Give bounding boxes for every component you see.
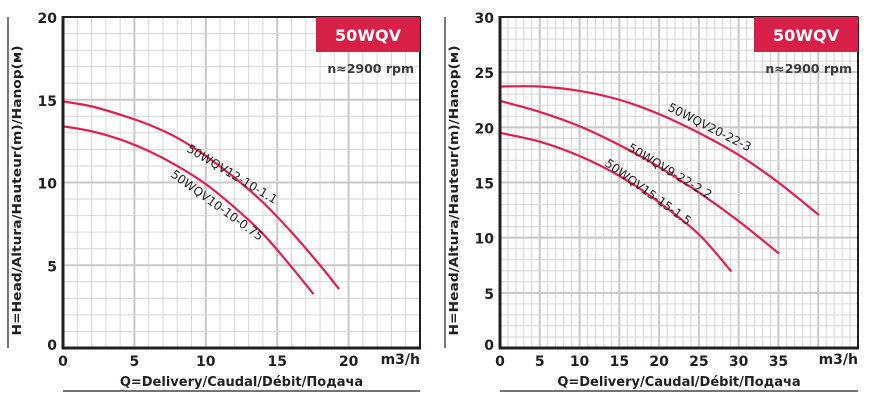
- y-tick-label: 5: [47, 259, 57, 275]
- axes: [61, 16, 421, 350]
- x-unit-label: m3/h: [381, 352, 420, 368]
- y-tick-label: 30: [475, 11, 495, 27]
- speed-label: n≈2900 rpm: [327, 61, 414, 76]
- x-tick-label: 0: [58, 354, 68, 370]
- curve-50WQV12-10-1.1: [61, 100, 340, 290]
- curve-50WQV10-10-0.75: [61, 125, 314, 295]
- curves: [61, 100, 340, 295]
- x-axis-title: Q=Delivery/Caudal/Débit/Подача: [557, 375, 800, 390]
- y-tick-label: 20: [475, 121, 495, 137]
- x-tick-label: 20: [339, 354, 359, 370]
- chart-right: 50WQV20-22-350WQV9-22-2.250WQV15-15-1.5 …: [444, 11, 859, 392]
- curve-label: 50WQV15-15-1.5: [602, 156, 694, 228]
- x-tick-label: 15: [267, 354, 286, 370]
- y-tick-label: 0: [484, 338, 494, 354]
- y-tick-label: 5: [484, 287, 494, 303]
- x-tick-label: 30: [729, 354, 749, 370]
- x-tick-label: 5: [535, 354, 545, 370]
- x-tick-label: 0: [495, 354, 505, 370]
- x-tick-label: 35: [769, 354, 788, 370]
- y-tick-label: 20: [38, 11, 58, 27]
- x-unit-label: m3/h: [819, 352, 858, 368]
- model-badge: 50WQV: [754, 17, 858, 52]
- ticks: 0 5 10 15 20 25 30 35 0 5 10 15 20 25 30: [475, 11, 789, 370]
- y-tick-label: 15: [38, 94, 57, 110]
- x-tick-label: 15: [610, 354, 629, 370]
- y-axis-title: H=Head/Altura/Hauteur(m)/Hanop(м): [10, 46, 24, 336]
- model-badge-text: 50WQV: [335, 26, 402, 45]
- y-tick-label: 15: [475, 177, 494, 193]
- x-tick-label: 5: [130, 354, 140, 370]
- curves: [498, 85, 820, 272]
- x-tick-label: 10: [196, 354, 216, 370]
- model-badge-bg: [316, 17, 420, 52]
- y-tick-label: 10: [38, 177, 58, 193]
- y-axis-title: H=Head/Altura/Hauteur(m)/Hanop(м): [447, 46, 461, 336]
- x-tick-label: 20: [649, 354, 669, 370]
- model-badge-text: 50WQV: [773, 26, 840, 45]
- x-tick-label: 25: [689, 354, 708, 370]
- speed-label: n≈2900 rpm: [765, 61, 852, 76]
- model-badge: 50WQV: [316, 17, 420, 52]
- ticks: 0 5 10 15 20 0 5 10 15 20: [38, 11, 359, 370]
- model-badge-bg: [754, 17, 858, 52]
- x-tick-label: 10: [570, 354, 590, 370]
- y-tick-label: 25: [475, 66, 494, 82]
- curve-50WQV20-22-3: [498, 85, 820, 216]
- y-tick-label: 0: [47, 338, 57, 354]
- y-tick-label: 10: [475, 232, 495, 248]
- x-axis-title: Q=Delivery/Caudal/Débit/Подача: [120, 375, 363, 390]
- curve-50WQV15-15-1.5: [498, 131, 732, 272]
- curve-50WQV9-22-2.2: [498, 99, 780, 255]
